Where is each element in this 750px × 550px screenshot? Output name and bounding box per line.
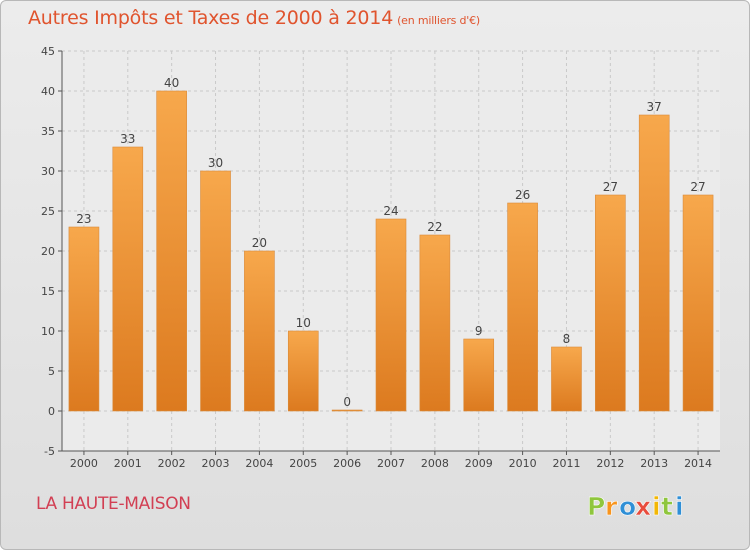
y-tick-label: 10 [41,325,55,338]
bar [419,234,451,412]
x-tick-label: 2010 [509,457,537,470]
bar [331,409,363,412]
logo-letter: t [661,492,673,521]
bar-value-label: 27 [690,180,705,194]
y-tick-label: 35 [41,125,55,138]
x-tick-label: 2012 [596,457,624,470]
x-tick-label: 2009 [465,457,493,470]
logo-letter: o [619,492,636,521]
x-tick-label: 2014 [684,457,712,470]
bar [287,330,319,412]
bar [551,346,582,412]
bar-value-label: 0 [343,395,351,409]
x-tick-label: 2006 [333,457,361,470]
x-tick-label: 2003 [202,457,230,470]
x-tick-label: 2002 [158,457,186,470]
logo-letter: x [635,492,651,521]
bar [244,250,275,412]
bar [156,90,187,412]
bar [595,194,626,412]
bar-value-label: 26 [515,188,530,202]
bar [375,218,407,412]
commune-name: LA HAUTE-MAISON [36,494,191,514]
x-tick-label: 2011 [552,457,580,470]
bar-value-label: 33 [120,132,135,146]
bar [112,146,144,412]
chart-unit: (en milliers d'€) [397,14,480,27]
y-tick-label: 15 [41,285,55,298]
bar-value-label: 10 [296,316,311,330]
bar [638,114,670,412]
bar [507,202,538,412]
x-tick-label: 2005 [289,457,317,470]
logo-letter: r [605,492,618,521]
bar-value-label: 40 [164,76,179,90]
bar-value-label: 30 [208,156,223,170]
bar-value-label: 27 [603,180,618,194]
bar-value-label: 23 [76,212,91,226]
y-tick-label: 0 [48,405,55,418]
x-tick-label: 2004 [245,457,273,470]
bar [463,338,495,412]
y-tick-label: -5 [44,445,55,458]
logo-letter: i [675,492,684,521]
y-tick-label: 45 [41,45,55,58]
bars: 23 33 40 30 20 10 0 24 22 9 26 8 27 37 27 [68,76,714,412]
y-tick-label: 40 [41,85,55,98]
x-tick-label: 2008 [421,457,449,470]
y-tick-label: 5 [48,365,55,378]
x-tick-label: 2013 [640,457,668,470]
bar [682,194,714,412]
bar [200,170,231,412]
y-tick-label: 25 [41,205,55,218]
chart-title-text: Autres Impôts et Taxes de 2000 à 2014 [28,7,394,29]
bar-value-label: 8 [563,332,571,346]
logo-letter: i [652,492,661,521]
chart-title: Autres Impôts et Taxes de 2000 à 2014 (en… [28,7,480,29]
x-tick-label: 2007 [377,457,405,470]
logo-letter: P [587,492,605,521]
x-tick-label: 2001 [114,457,142,470]
bar-value-label: 37 [647,100,662,114]
y-tick-label: 30 [41,165,55,178]
bar-value-label: 22 [427,220,442,234]
bar-value-label: 9 [475,324,483,338]
x-tick-label: 2000 [70,457,98,470]
y-tick-label: 20 [41,245,55,258]
bar [68,226,100,412]
bar-value-label: 24 [383,204,398,218]
bar-value-label: 20 [252,236,267,250]
